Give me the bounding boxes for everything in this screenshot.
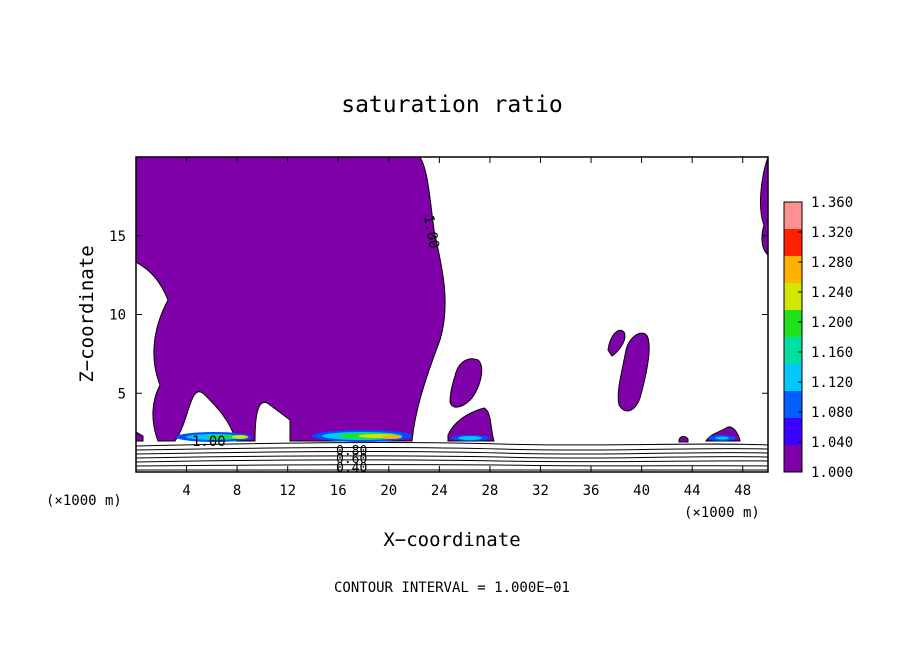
- contour-label-3: 0.80: [336, 444, 367, 459]
- colorbar-segment: [784, 229, 802, 256]
- saturated-region-cell-38: [607, 329, 626, 357]
- colorbar-tick-label: 1.200: [811, 315, 853, 331]
- x-unit-left: (×1000 m): [46, 493, 122, 509]
- x-tick-label: 28: [481, 483, 498, 499]
- colorbar-segment: [784, 337, 802, 364]
- contour-label-2: 1.00: [192, 434, 226, 450]
- supersaturation-bands: [176, 430, 736, 442]
- colorbar-segment: [784, 364, 802, 391]
- x-tick-label: 12: [279, 483, 296, 499]
- contour-label-5: 0.40: [336, 461, 367, 476]
- x-tick-label: 44: [684, 483, 701, 499]
- colorbar-frame: [783, 201, 803, 473]
- saturated-region-main: [136, 157, 446, 442]
- colorbar-segment: [784, 445, 802, 472]
- saturated-region-cell-26: [447, 407, 495, 442]
- y-tick-label: 10: [109, 308, 126, 324]
- saturated-region-edge-left: [136, 431, 144, 442]
- colorbar-tick-label: 1.160: [811, 345, 853, 361]
- x-unit-right: (×1000 m): [684, 505, 760, 521]
- x-tick-label: 24: [431, 483, 448, 499]
- colorbar-segment: [784, 202, 802, 229]
- contour-interval-note: CONTOUR INTERVAL = 1.000E−01: [334, 580, 570, 596]
- x-tick-label: 16: [330, 483, 347, 499]
- saturated-region-cell-25: [449, 358, 483, 408]
- colorbar: 1.000 1.040 1.080 1.120 1.160 1.200 1.240 1.280…: [783, 195, 853, 481]
- contour-label-1: 1.00: [420, 214, 442, 250]
- colorbar-tick-label: 1.320: [811, 225, 853, 241]
- colorbar-segment: [784, 283, 802, 310]
- colorbar-segment: [784, 256, 802, 283]
- x-tick-label: 40: [633, 483, 650, 499]
- x-tick-label: 20: [380, 483, 397, 499]
- x-tick-label: 36: [583, 483, 600, 499]
- colorbar-tick-label: 1.360: [811, 195, 853, 211]
- plot-area: 1.00 1.00 0.80 0.60 0.40: [135, 156, 769, 476]
- y-axis: 5 10 15: [109, 229, 768, 402]
- x-tick-label: 4: [182, 483, 190, 499]
- contour-label-4: 0.60: [336, 452, 367, 467]
- x-tick-label: 48: [734, 483, 751, 499]
- x-tick-label: 32: [532, 483, 549, 499]
- y-tick-label: 15: [109, 229, 126, 245]
- x-tick-label: 8: [233, 483, 241, 499]
- colorbar-tick-label: 1.240: [811, 285, 853, 301]
- saturated-region-edge-right: [760, 157, 768, 256]
- colorbar-tick-label: 1.000: [811, 465, 853, 481]
- colorbar-segment: [784, 310, 802, 337]
- saturated-region-cell-43: [678, 436, 689, 443]
- colorbar-tick-label: 1.080: [811, 405, 853, 421]
- x-axis-label: X−coordinate: [383, 529, 520, 551]
- colorbar-segment: [784, 391, 802, 418]
- chart-title: saturation ratio: [341, 92, 563, 118]
- y-tick-label: 5: [118, 386, 126, 402]
- contour-lines: [136, 442, 768, 471]
- colorbar-tick-label: 1.120: [811, 375, 853, 391]
- y-axis-label: Z−coordinate: [76, 245, 98, 382]
- saturated-region-cell-39: [617, 332, 650, 412]
- colorbar-segment: [784, 418, 802, 445]
- colorbar-tick-label: 1.280: [811, 255, 853, 271]
- x-axis: 4 8 12 16 20 24 28 32 36 40 44 48: [182, 157, 751, 499]
- colorbar-tick-label: 1.040: [811, 435, 853, 451]
